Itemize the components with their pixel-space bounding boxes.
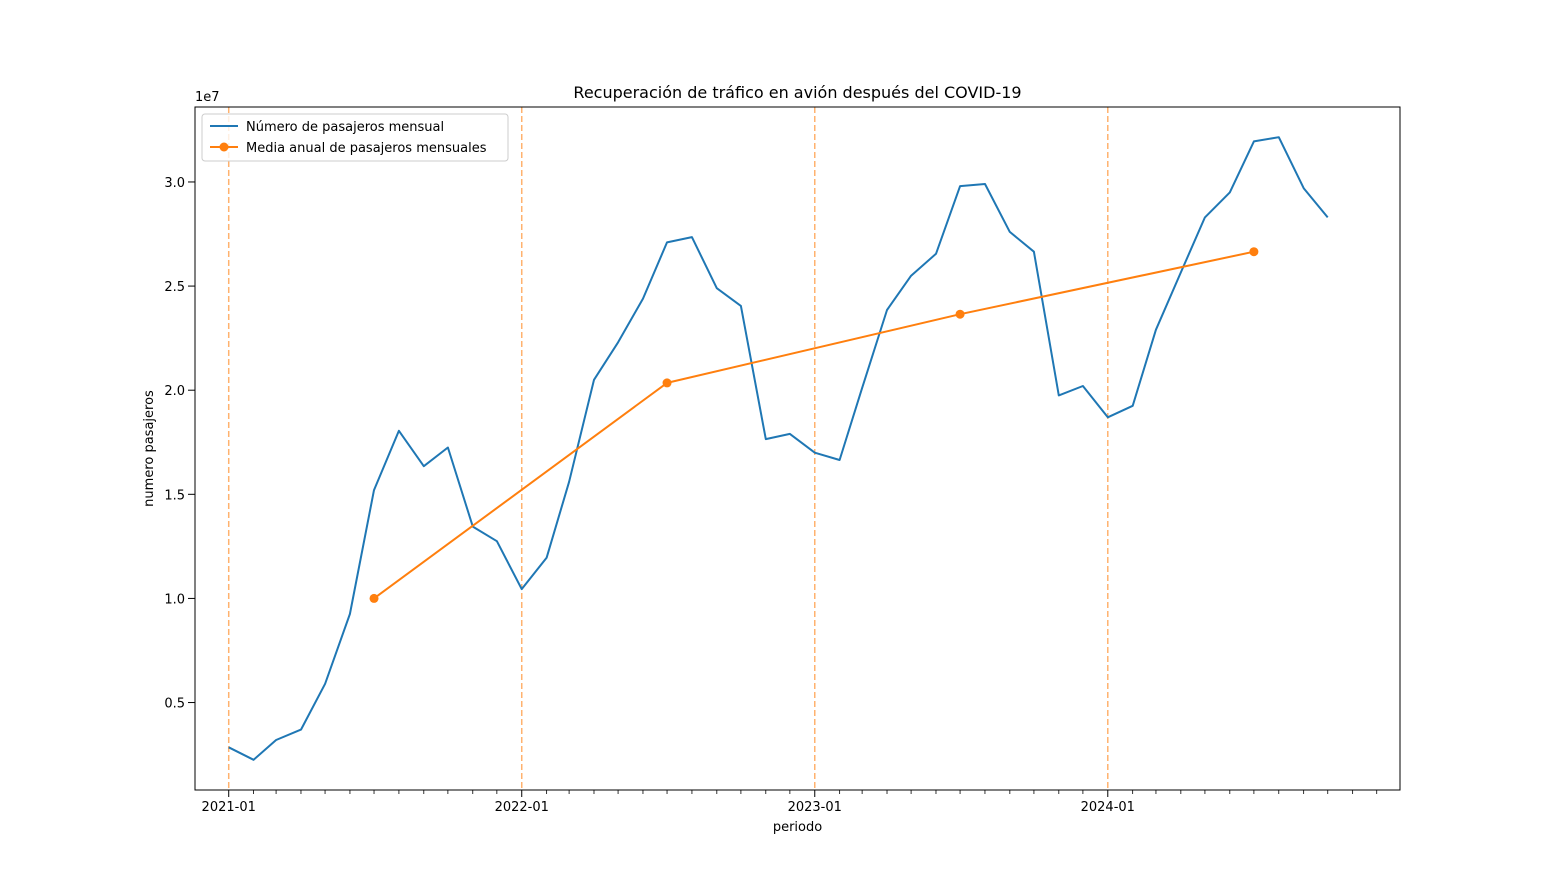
y-axis-offset-label: 1e7 [195,90,220,105]
y-tick-label-2.0: 2.0 [164,384,185,399]
year-divider-lines [227,107,1109,790]
data-point-2023-07 [955,309,965,319]
y-axis-label: numero pasajeros [142,390,157,507]
legend-label-2: Media anual de pasajeros mensuales [246,141,487,156]
x-tick-label-2022-01: 2022-01 [495,800,549,815]
data-point-2024-07 [1249,247,1259,257]
legend-swatch-marker [219,142,229,152]
legend-box [201,113,509,162]
y-tick-label-2.5: 2.5 [164,280,185,295]
series-1 [228,136,1329,761]
x-axis-label: periodo [773,820,822,835]
legend: Número de pasajeros mensual Media anual d… [201,113,509,162]
y-tick-label-1.0: 1.0 [164,592,185,607]
legend-label-1: Número de pasajeros mensual [246,120,444,135]
chart-title: Recuperación de tráfico en avión después… [573,83,1021,102]
series-layer [228,136,1329,761]
y-tick-label-0.5: 0.5 [164,697,185,712]
plot-frame [194,106,1401,791]
data-point-2022-07 [662,378,672,388]
data-point-2021-07 [369,593,379,603]
axes: 2021-01 2022-01 2023-01 2024-01 0.5 1.0 1.5 2.0… [164,106,1401,815]
legend-item-2: Media anual de pasajeros mensuales [210,141,487,156]
x-tick-label-2023-01: 2023-01 [788,800,842,815]
series-line-2 [373,250,1255,600]
series-line-1 [228,136,1329,761]
series-2 [369,247,1259,603]
y-tick-label-1.5: 1.5 [164,488,185,503]
x-tick-label-2024-01: 2024-01 [1081,800,1135,815]
x-tick-label-2021-01: 2021-01 [202,800,256,815]
legend-item-1: Número de pasajeros mensual [210,120,444,135]
y-tick-label-3.0: 3.0 [164,176,185,191]
